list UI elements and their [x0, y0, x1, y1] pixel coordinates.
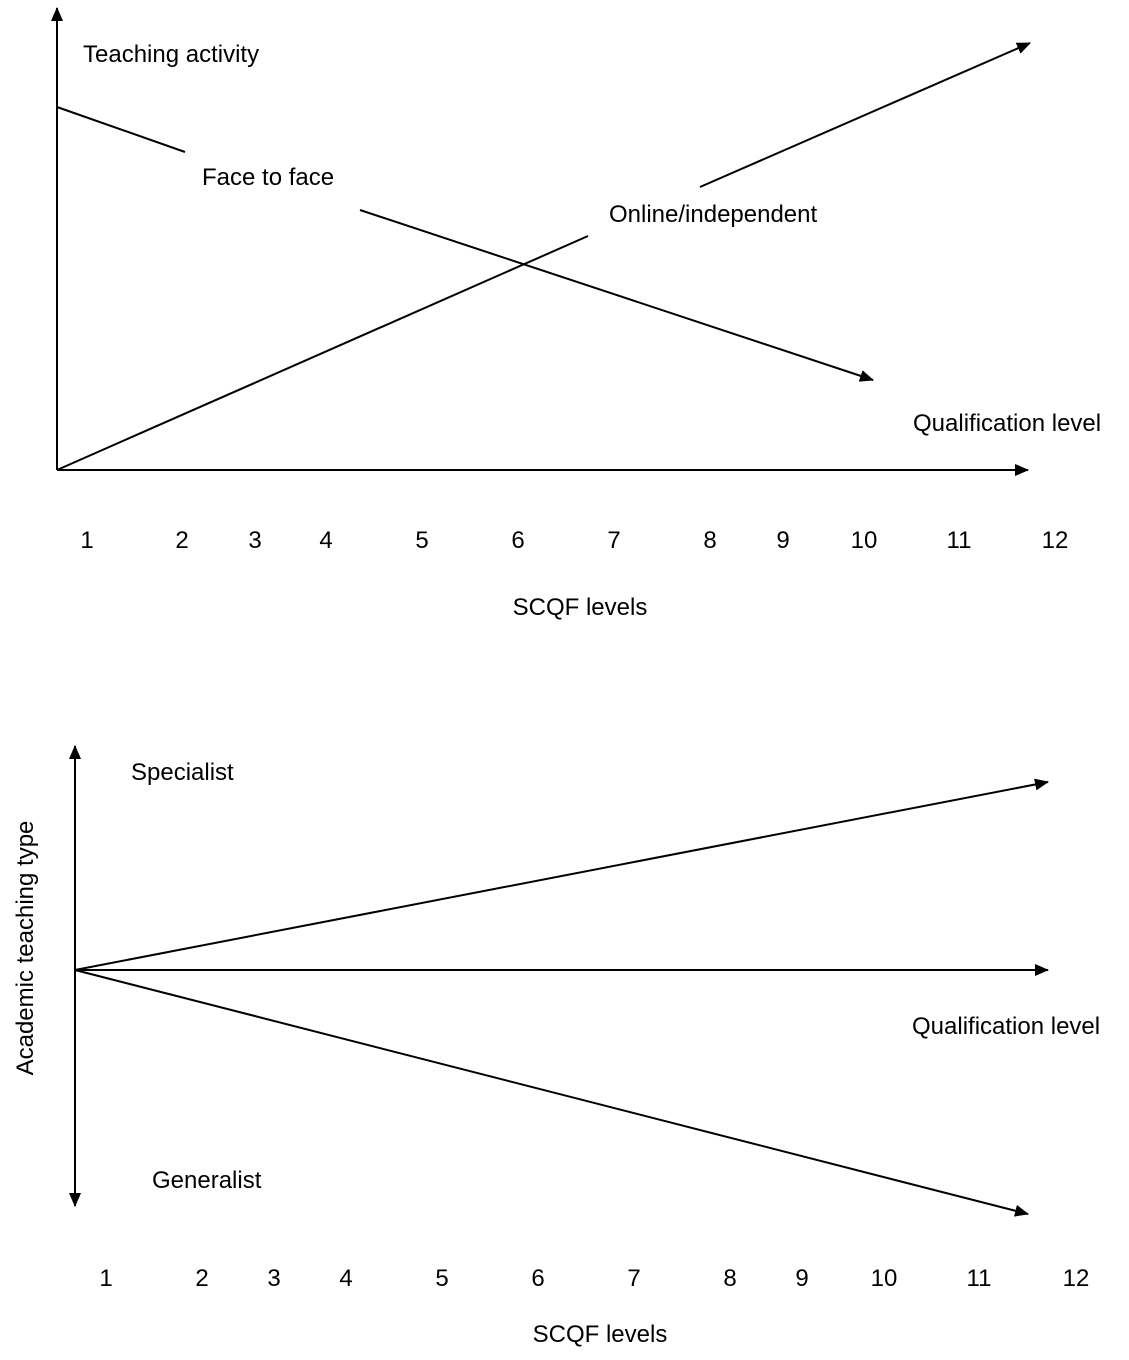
tick-label: 3 [267, 1265, 280, 1292]
tick-label: 4 [339, 1265, 352, 1292]
diagram-teaching-activity: Teaching activity Face to face Online/in… [51, 7, 1101, 621]
specialist-label: Specialist [131, 759, 234, 786]
online-label: Online/independent [609, 201, 818, 228]
tick-label: 7 [627, 1265, 640, 1292]
tick-labels: 1 2 3 4 5 6 7 8 9 10 11 12 [99, 1265, 1089, 1292]
diagram-academic-teaching-type: Specialist Generalist Qualification leve… [12, 745, 1100, 1348]
y-axis-label: Teaching activity [83, 41, 259, 68]
face-to-face-label: Face to face [202, 164, 334, 191]
online-arrow [699, 42, 1031, 188]
tick-label: 4 [319, 527, 332, 554]
tick-label: 2 [175, 527, 188, 554]
tick-label: 8 [703, 527, 716, 554]
face-to-face-line-start [56, 106, 186, 153]
tick-label: 6 [531, 1265, 544, 1292]
tick-label: 1 [80, 527, 93, 554]
x-axis-label: Qualification level [912, 1013, 1100, 1040]
generalist-arrow [74, 969, 1029, 1217]
scale-label: SCQF levels [513, 594, 648, 621]
generalist-label: Generalist [152, 1167, 262, 1194]
tick-label: 9 [776, 527, 789, 554]
tick-label: 12 [1042, 527, 1069, 554]
tick-label: 10 [871, 1265, 898, 1292]
tick-label: 5 [415, 527, 428, 554]
online-line-start [56, 235, 589, 471]
face-to-face-arrow [359, 209, 874, 382]
tick-label: 9 [795, 1265, 808, 1292]
tick-label: 5 [435, 1265, 448, 1292]
tick-label: 11 [967, 1265, 992, 1292]
y-axis-label: Academic teaching type [12, 821, 39, 1076]
tick-label: 7 [607, 527, 620, 554]
specialist-arrow [74, 778, 1049, 971]
tick-label: 11 [947, 527, 972, 554]
tick-label: 10 [851, 527, 878, 554]
tick-label: 1 [99, 1265, 112, 1292]
scale-label: SCQF levels [533, 1321, 668, 1348]
x-axis-label: Qualification level [913, 410, 1101, 437]
tick-label: 6 [511, 527, 524, 554]
tick-labels: 1 2 3 4 5 6 7 8 9 10 11 12 [80, 527, 1068, 554]
tick-label: 2 [195, 1265, 208, 1292]
tick-label: 3 [248, 527, 261, 554]
tick-label: 12 [1063, 1265, 1090, 1292]
tick-label: 8 [723, 1265, 736, 1292]
